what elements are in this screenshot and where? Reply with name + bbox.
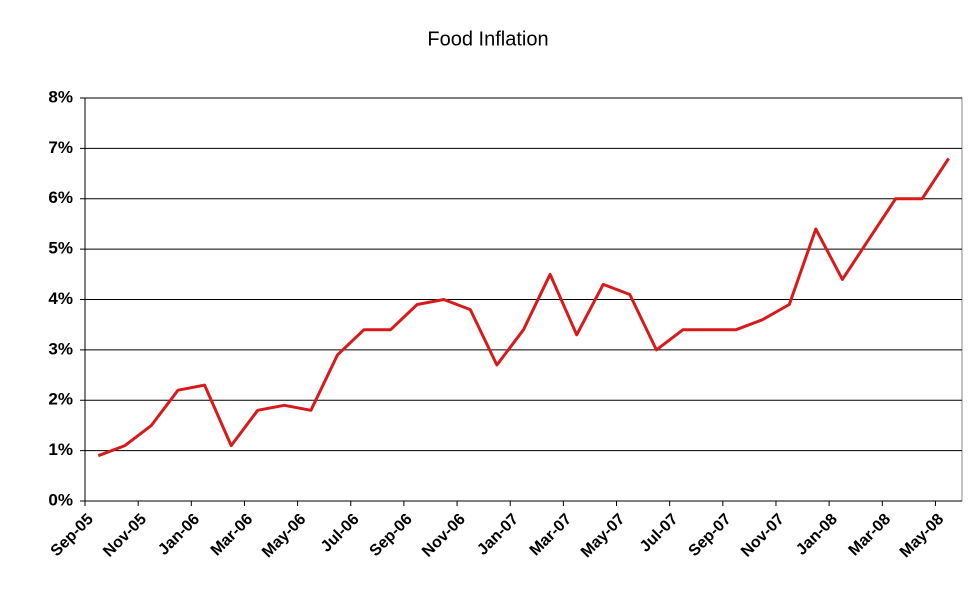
y-tick-label: 7% xyxy=(48,138,73,157)
data-line xyxy=(97,157,950,458)
chart-title: Food Inflation xyxy=(427,28,548,50)
x-tick-label: Mar-07 xyxy=(527,511,576,560)
x-tick-label: Jan-06 xyxy=(155,511,203,559)
x-tick-label: Jul-07 xyxy=(637,511,682,556)
y-tick-label: 3% xyxy=(48,339,73,358)
x-tick-label: Sep-05 xyxy=(48,511,97,560)
y-tick-label: 1% xyxy=(48,440,73,459)
x-tick-label: Mar-06 xyxy=(208,511,257,560)
x-tick-label: Jan-07 xyxy=(474,511,522,559)
x-tick-label: May-06 xyxy=(259,511,309,561)
y-tick-label: 6% xyxy=(48,188,73,207)
x-tick-label: Mar-08 xyxy=(846,511,895,560)
y-tick-label: 0% xyxy=(48,490,73,509)
y-tick-label: 2% xyxy=(48,390,73,409)
y-tick-label: 5% xyxy=(48,239,73,258)
x-tick-label: Jul-06 xyxy=(318,511,363,556)
x-tick-label: Jan-08 xyxy=(793,511,841,559)
x-tick-label: May-07 xyxy=(578,511,628,561)
x-tick-label: Sep-07 xyxy=(686,511,735,560)
x-tick-label: Nov-06 xyxy=(419,511,469,561)
y-tick-label: 8% xyxy=(48,87,73,106)
y-tick-label: 4% xyxy=(48,289,73,308)
x-tick-label: May-08 xyxy=(897,511,947,561)
x-tick-label: Nov-05 xyxy=(100,511,150,561)
x-tick-label: Sep-06 xyxy=(367,511,416,560)
x-tick-label: Nov-07 xyxy=(738,511,788,561)
